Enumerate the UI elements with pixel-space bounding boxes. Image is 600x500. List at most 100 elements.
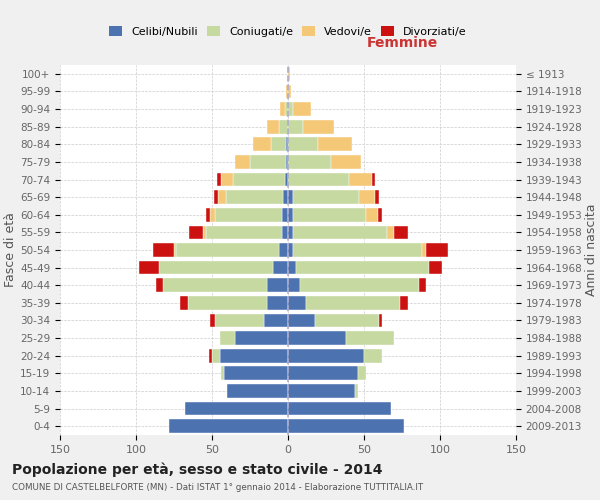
Bar	[286, 84, 288, 98]
Bar	[212, 349, 220, 362]
Bar	[286, 155, 288, 169]
Bar	[296, 260, 430, 274]
Bar	[349, 172, 371, 186]
Bar	[227, 384, 288, 398]
Bar	[355, 384, 358, 398]
Bar	[221, 172, 233, 186]
Bar	[188, 296, 267, 310]
Bar	[394, 226, 408, 239]
Bar	[263, 314, 288, 328]
Bar	[316, 314, 379, 328]
Bar	[365, 208, 377, 222]
Bar	[209, 349, 212, 362]
Bar	[286, 138, 288, 151]
Bar	[180, 296, 188, 310]
Bar	[271, 138, 286, 151]
Bar	[377, 208, 382, 222]
Bar	[288, 190, 293, 204]
Bar	[293, 226, 387, 239]
Bar	[282, 226, 288, 239]
Bar	[288, 420, 404, 433]
Bar	[226, 190, 283, 204]
Bar	[364, 349, 382, 362]
Bar	[220, 331, 235, 345]
Bar	[250, 155, 286, 169]
Bar	[139, 260, 159, 274]
Bar	[206, 208, 211, 222]
Bar	[319, 138, 352, 151]
Bar	[176, 243, 279, 257]
Bar	[400, 296, 408, 310]
Bar	[159, 260, 273, 274]
Bar	[293, 243, 422, 257]
Bar	[288, 243, 293, 257]
Bar	[233, 172, 285, 186]
Bar	[214, 190, 218, 204]
Bar	[288, 296, 306, 310]
Bar	[300, 278, 419, 292]
Bar	[387, 226, 394, 239]
Bar	[427, 243, 448, 257]
Bar	[163, 278, 267, 292]
Y-axis label: Anni di nascita: Anni di nascita	[585, 204, 598, 296]
Bar	[293, 208, 365, 222]
Bar	[174, 243, 176, 257]
Bar	[359, 190, 374, 204]
Bar	[185, 402, 288, 415]
Bar	[288, 366, 358, 380]
Bar	[267, 120, 279, 134]
Bar	[306, 296, 400, 310]
Text: Femmine: Femmine	[367, 36, 437, 50]
Bar	[358, 366, 365, 380]
Bar	[419, 278, 427, 292]
Bar	[293, 190, 359, 204]
Bar	[169, 420, 288, 433]
Bar	[379, 314, 382, 328]
Bar	[331, 155, 361, 169]
Bar	[288, 138, 319, 151]
Bar	[280, 102, 285, 116]
Bar	[220, 349, 288, 362]
Bar	[288, 384, 355, 398]
Bar	[235, 155, 250, 169]
Bar	[211, 208, 215, 222]
Bar	[235, 331, 288, 345]
Bar	[346, 331, 394, 345]
Bar	[156, 278, 163, 292]
Bar	[189, 226, 203, 239]
Bar	[288, 260, 296, 274]
Bar	[218, 190, 226, 204]
Legend: Celibi/Nubili, Coniugati/e, Vedovi/e, Divorziati/e: Celibi/Nubili, Coniugati/e, Vedovi/e, Di…	[106, 22, 470, 40]
Bar	[371, 172, 374, 186]
Bar	[288, 120, 303, 134]
Bar	[303, 120, 334, 134]
Bar	[288, 84, 291, 98]
Bar	[215, 208, 282, 222]
Bar	[288, 226, 293, 239]
Bar	[282, 208, 288, 222]
Bar	[285, 172, 288, 186]
Bar	[267, 278, 288, 292]
Bar	[288, 349, 364, 362]
Bar	[288, 331, 346, 345]
Bar	[253, 138, 271, 151]
Bar	[279, 120, 288, 134]
Bar	[288, 155, 331, 169]
Bar	[221, 366, 224, 380]
Bar	[288, 402, 391, 415]
Bar	[224, 366, 288, 380]
Bar	[293, 102, 311, 116]
Y-axis label: Fasce di età: Fasce di età	[4, 212, 17, 288]
Bar	[279, 243, 288, 257]
Text: COMUNE DI CASTELBELFORTE (MN) - Dati ISTAT 1° gennaio 2014 - Elaborazione TUTTIT: COMUNE DI CASTELBELFORTE (MN) - Dati IST…	[12, 482, 423, 492]
Bar	[374, 190, 379, 204]
Bar	[288, 67, 290, 80]
Bar	[288, 172, 349, 186]
Bar	[288, 208, 293, 222]
Bar	[267, 296, 288, 310]
Bar	[273, 260, 288, 274]
Bar	[288, 314, 316, 328]
Bar	[217, 172, 221, 186]
Bar	[283, 190, 288, 204]
Bar	[422, 243, 427, 257]
